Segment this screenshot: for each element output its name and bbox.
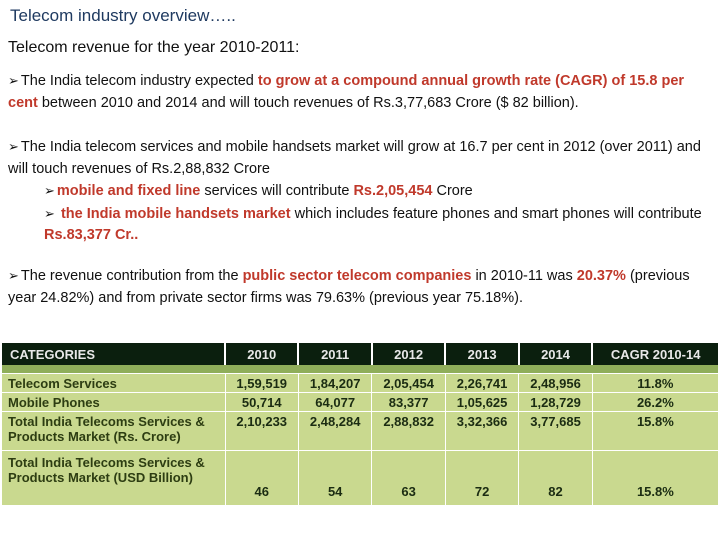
table-header: CATEGORIES <box>2 343 225 365</box>
table-row: Total India Telecoms Services & Products… <box>2 450 718 505</box>
table-cell: 63 <box>371 450 446 505</box>
para3-text-e: (previous year 24.82%) and from private … <box>8 268 690 306</box>
arrow-bullet-icon: ➢ <box>8 268 19 283</box>
table-header: CAGR 2010-14 <box>591 343 718 365</box>
table-cell: 2,48,956 <box>518 373 593 393</box>
table-header-row: CATEGORIES 2010 2011 2012 2013 2014 CAGR… <box>2 343 718 365</box>
table-header: 2013 <box>444 343 519 365</box>
table-cell: 54 <box>297 450 372 505</box>
table-header: 2011 <box>297 343 372 365</box>
table-cell: 2,88,832 <box>371 411 446 451</box>
para2-sub1: ➢ mobile and fixed line services will con… <box>8 180 713 203</box>
para1-highlight: to grow at a compound annual growth rate… <box>8 73 685 111</box>
table-cell: Total India Telecoms Services & Products… <box>2 450 225 505</box>
sub1-highlight: mobile and fixed line <box>56 183 201 199</box>
para3-value: 20.37% <box>576 268 626 284</box>
para1-text-c: between 2010 and 2014 and will touch rev… <box>37 94 579 111</box>
paragraph-revenue-contribution: ➢ The revenue contribution from the publi… <box>8 265 713 309</box>
table-cell: 83,377 <box>371 392 446 412</box>
table-cell: 15.8% <box>591 450 718 505</box>
table-cell: 1,59,519 <box>224 373 299 393</box>
slide-title: Telecom industry overview….. <box>10 6 236 25</box>
para3-highlight: public sector telecom companies <box>242 268 472 284</box>
sub1-value: Rs.2,05,454 <box>353 183 433 199</box>
para1-text-a: The India telecom industry expected <box>20 73 258 89</box>
table-cell: 15.8% <box>591 411 718 451</box>
table-cell: 50,714 <box>224 392 299 412</box>
sub1-text: services will contribute <box>200 183 354 199</box>
table-cell: 1,05,625 <box>444 392 519 412</box>
sub1-unit: Crore <box>432 183 473 199</box>
table-cell: 1,28,729 <box>518 392 593 412</box>
telecom-revenue-table: CATEGORIES 2010 2011 2012 2013 2014 CAGR… <box>2 343 718 505</box>
table-cell: 72 <box>444 450 519 505</box>
table-cell: 2,10,233 <box>224 411 299 451</box>
arrow-bullet-icon: ➢ <box>8 73 19 88</box>
para2-main: ➢ The India telecom services and mobile h… <box>8 136 713 180</box>
para3-text-c: in 2010-11 was <box>471 268 577 284</box>
table-cell: Telecom Services <box>2 373 225 393</box>
para2-sub2: ➢ the India mobile handsets market which… <box>8 203 713 247</box>
arrow-bullet-icon: ➢ <box>44 205 55 221</box>
table-cell: 46 <box>224 450 299 505</box>
table-cell: 11.8% <box>591 373 718 393</box>
table-header: 2014 <box>517 343 593 365</box>
table-row: Mobile Phones 50,714 64,077 83,377 1,05,… <box>2 392 718 412</box>
table-cell: 2,05,454 <box>371 373 446 393</box>
table-row: Total India Telecoms Services & Products… <box>2 411 718 451</box>
para2-text: The India telecom services and mobile ha… <box>8 139 701 177</box>
slide-subtitle: Telecom revenue for the year 2010-2011: <box>8 39 300 56</box>
table-cell: 2,26,741 <box>444 373 519 393</box>
paragraph-market: ➢ The India telecom services and mobile h… <box>8 136 713 247</box>
sub2-text: which includes feature phones and smart … <box>290 205 702 222</box>
table-header: 2012 <box>370 343 446 365</box>
sub2-value: Rs.83,377 Cr.. <box>44 227 139 243</box>
para3-text-a: The revenue contribution from the <box>20 268 243 284</box>
table-row: Telecom Services 1,59,519 1,84,207 2,05,… <box>2 373 718 393</box>
arrow-bullet-icon: ➢ <box>8 139 19 154</box>
table-cell: 2,48,284 <box>297 411 372 451</box>
table-cell: 82 <box>518 450 593 505</box>
table-cell: 26.2% <box>591 392 718 412</box>
table-cell: 1,84,207 <box>297 373 372 393</box>
paragraph-cagr: ➢ The India telecom industry expected to … <box>8 70 713 114</box>
table-cell: 3,77,685 <box>518 411 593 451</box>
arrow-bullet-icon: ➢ <box>44 183 55 198</box>
table-spacer <box>2 365 718 374</box>
table-cell: Total India Telecoms Services & Products… <box>2 411 225 451</box>
table-cell: Mobile Phones <box>2 392 225 412</box>
table-cell: 64,077 <box>297 392 372 412</box>
table-cell: 3,32,366 <box>444 411 519 451</box>
table-header: 2010 <box>223 343 299 365</box>
sub2-highlight: the India mobile handsets market <box>60 205 291 222</box>
